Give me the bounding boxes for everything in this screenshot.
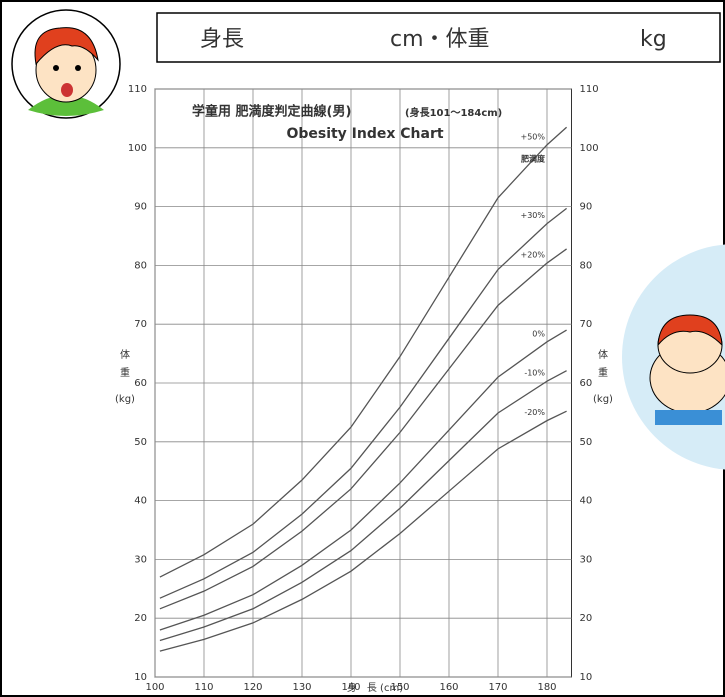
x-tick-label: 120 [243,682,262,693]
curve-label: 0% [532,329,545,338]
curve [159,410,567,652]
y-tick-label: 20 [134,613,147,624]
y2-tick-label: 110 [580,84,599,95]
y2-label-unit: (kg) [593,394,613,405]
y2-tick-label: 50 [580,437,593,448]
curve-label: +50% [521,132,546,141]
x-tick-label: 180 [537,682,556,693]
chart-title-note: (身長101〜184cm) [405,106,502,119]
y-tick-label: 60 [134,378,147,389]
y-tick-label: 40 [134,496,147,507]
y-label-unit: (kg) [115,394,135,405]
y-tick-label: 80 [134,260,147,271]
annotation: 肥満度 [521,153,546,163]
x-tick-label: 130 [292,682,311,693]
header-box [156,12,721,63]
y-tick-label: 70 [134,319,147,330]
x-tick-label: 100 [145,682,164,693]
x-tick-label: 110 [194,682,213,693]
chart-title: 学童用 肥満度判定曲線(男) [192,104,351,120]
y2-tick-label: 60 [580,378,593,389]
chubby-icon [622,244,725,470]
curve-label: +20% [521,251,546,260]
x-tick-label: 150 [390,682,409,693]
y2-tick-label: 70 [580,319,593,330]
y2-tick-label: 20 [580,613,593,624]
curve [159,207,567,599]
y2-label-char: 体 [598,349,608,361]
boy-icon [11,9,121,119]
y2-tick-label: 30 [580,554,593,565]
y2-tick-label: 90 [580,202,593,213]
y2-label-char: 重 [598,366,608,379]
x-tick-label: 170 [488,682,507,693]
curve [159,370,567,642]
y2-tick-label: 10 [580,672,593,683]
curve-label: -10% [524,369,545,378]
y-tick-label: 50 [134,437,147,448]
y-tick-label: 90 [134,202,147,213]
curve-label: -20% [524,408,545,417]
x-tick-label: 140 [341,682,360,693]
header-kg: kg [640,27,667,52]
y-tick-label: 100 [128,143,147,154]
y-label-char: 体 [120,349,130,361]
curve [159,126,568,578]
y-label-char: 重 [120,366,130,379]
y-tick-label: 30 [134,554,147,565]
chart-subtitle: Obesity Index Chart [286,126,443,142]
y-tick-label: 10 [134,672,147,683]
y2-tick-label: 100 [580,143,599,154]
y2-tick-label: 40 [580,496,593,507]
curve-label: +30% [521,211,546,220]
x-tick-label: 160 [439,682,458,693]
curve [159,329,567,631]
header-middle: cm・体重 [390,27,490,52]
y2-tick-label: 80 [580,260,593,271]
y-tick-label: 110 [128,84,147,95]
header-height: 身長 [200,27,244,52]
curve [159,248,567,610]
x-axis-label: 身 長 (cm) [347,681,403,694]
